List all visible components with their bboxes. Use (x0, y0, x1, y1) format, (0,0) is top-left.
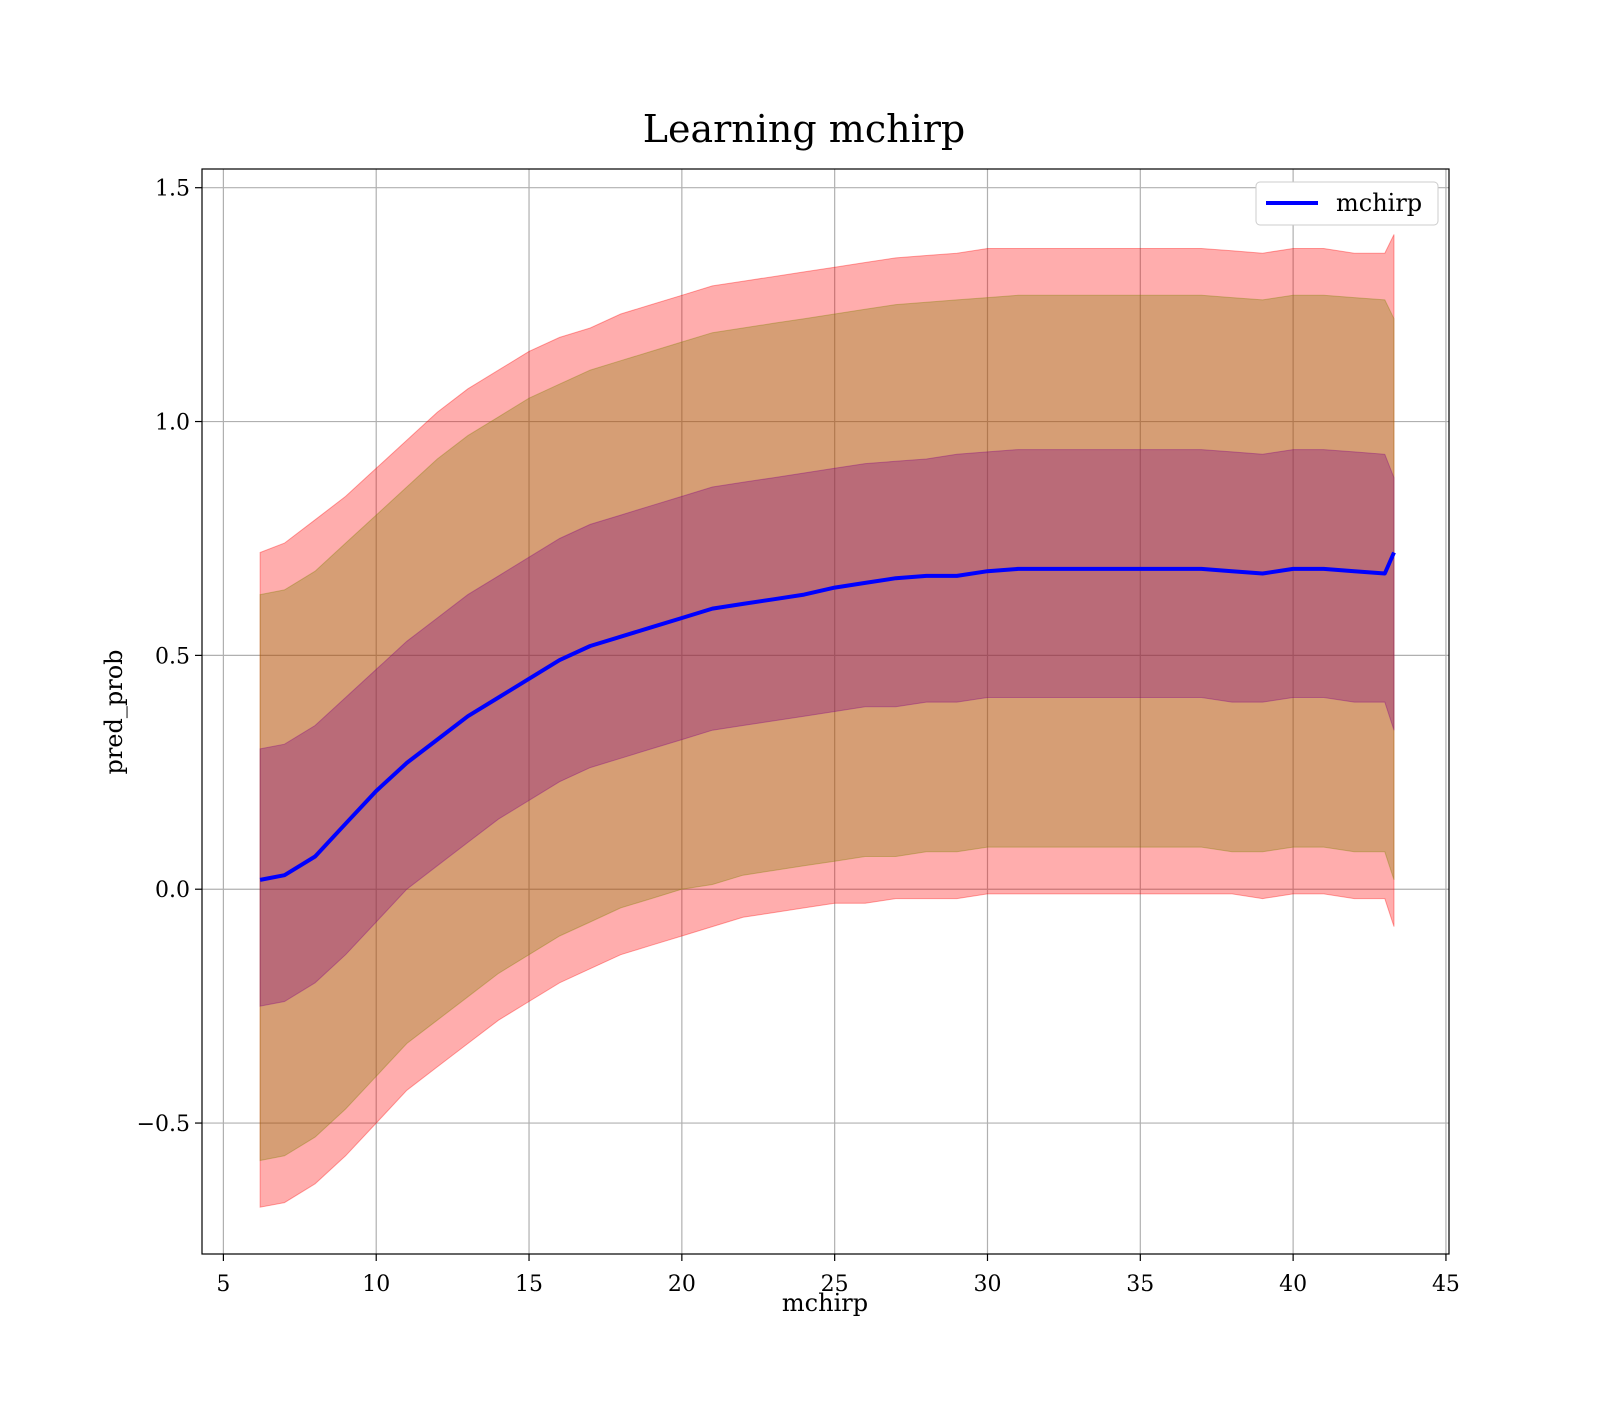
x-tick-label: 40 (1279, 1272, 1307, 1297)
confidence-bands (259, 234, 1395, 1208)
y-tick-label: 1.5 (155, 177, 190, 202)
x-axis-label: mchirp (782, 1289, 868, 1317)
x-tick-label: 15 (515, 1272, 543, 1297)
chart-title: Learning mchirp (643, 107, 965, 151)
plot-frame (201, 168, 1450, 1255)
band-inner (259, 449, 1395, 1007)
legend-label: mchirp (1336, 189, 1422, 217)
series-lines (259, 551, 1396, 882)
x-tick-label: 20 (668, 1272, 696, 1297)
x-tick-label: 35 (1126, 1272, 1154, 1297)
legend-box (1255, 181, 1439, 226)
band-outer (259, 234, 1395, 1208)
x-axis-ticks: 5 10 15 20 25 30 35 40 45 (216, 1254, 1460, 1297)
grid-lines (202, 169, 1449, 1254)
x-tick-label: 10 (362, 1272, 390, 1297)
x-tick-label: 45 (1432, 1272, 1460, 1297)
x-tick-label: 25 (821, 1272, 849, 1297)
y-tick-label: 1.0 (155, 411, 190, 436)
x-tick-label: 5 (216, 1272, 230, 1297)
series-line-mchirp (259, 551, 1396, 882)
y-axis-ticks: −0.5 0.0 0.5 1.0 1.5 (137, 177, 202, 1137)
y-tick-label: 0.5 (155, 644, 190, 669)
y-tick-label: −0.5 (137, 1112, 190, 1137)
x-tick-label: 30 (973, 1272, 1001, 1297)
legend: mchirp (1255, 181, 1439, 226)
y-tick-label: 0.0 (155, 878, 190, 903)
band-middle (259, 294, 1395, 1162)
y-axis-label: pred_prob (100, 649, 128, 774)
